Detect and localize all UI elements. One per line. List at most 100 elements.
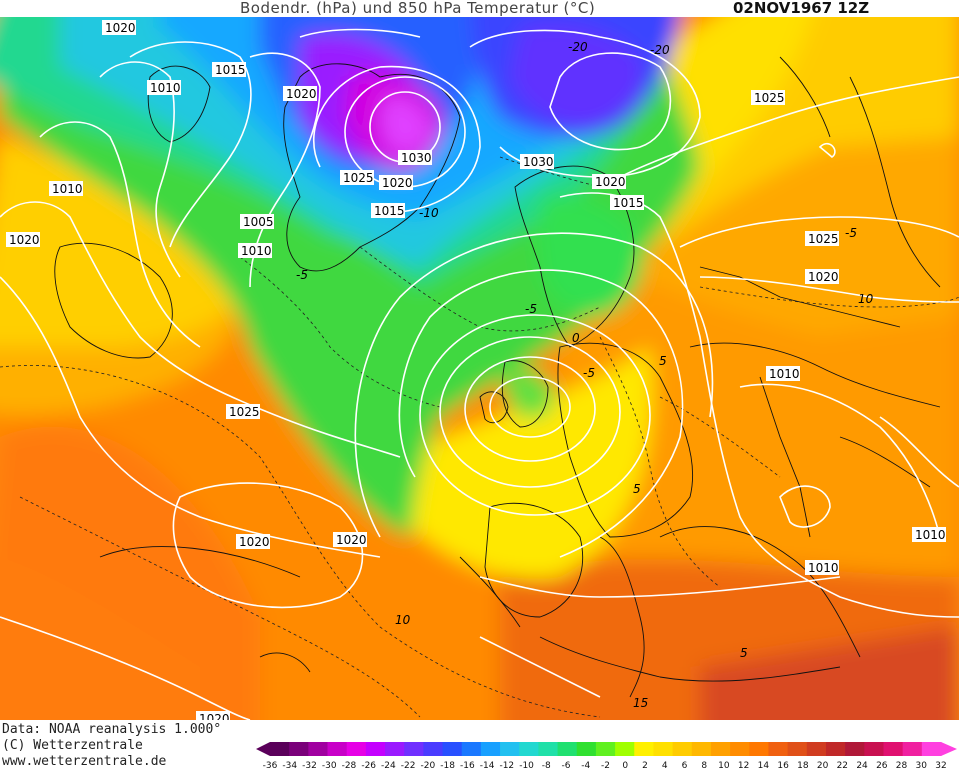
- legend-swatch: [768, 742, 789, 756]
- legend-swatch: [615, 742, 635, 756]
- legend-swatch: [691, 742, 712, 756]
- legend-swatch: [480, 742, 501, 756]
- legend-swatch: [634, 742, 654, 756]
- temperature-label: 0: [572, 331, 580, 345]
- legend-tick-label: 16: [777, 761, 789, 770]
- legend-tick-label: -14: [480, 761, 495, 770]
- legend-tick-label: -28: [342, 761, 357, 770]
- pressure-label: 1010: [238, 243, 272, 258]
- legend-swatch: [500, 742, 520, 756]
- svg-text:1010: 1010: [150, 81, 181, 95]
- pressure-label: 1015: [371, 203, 405, 218]
- credits: Data: NOAA reanalysis 1.000° (C) Wetterz…: [2, 722, 221, 770]
- pressure-label: 1025: [226, 404, 260, 419]
- data-source-text: Data: NOAA reanalysis 1.000°: [2, 722, 222, 737]
- legend-swatch: [921, 742, 942, 756]
- legend-tick-label: -12: [499, 761, 514, 770]
- legend-tick-label: 24: [856, 761, 868, 770]
- pressure-label: 1020: [196, 711, 230, 720]
- svg-text:1020: 1020: [105, 21, 136, 35]
- svg-text:1015: 1015: [215, 63, 246, 77]
- temperature-label: 10: [858, 292, 874, 306]
- legend-swatch: [749, 742, 769, 756]
- map-date: 02NOV1967 12Z: [733, 0, 870, 17]
- website-text: www.wetterzentrale.de: [2, 754, 167, 769]
- svg-text:1020: 1020: [808, 270, 839, 284]
- pressure-label: 1020: [283, 86, 317, 101]
- temperature-field: [0, 17, 959, 720]
- legend-tick-label: 8: [701, 761, 707, 770]
- pressure-label: 1025: [340, 170, 374, 185]
- legend-swatch: [710, 742, 731, 756]
- svg-text:1025: 1025: [343, 171, 374, 185]
- pressure-label: 1020: [592, 174, 626, 189]
- pressure-label: 1005: [240, 214, 274, 229]
- legend-arrow-left: [256, 742, 270, 756]
- svg-text:1030: 1030: [523, 155, 554, 169]
- svg-text:1005: 1005: [243, 215, 274, 229]
- isobars: [0, 28, 959, 720]
- legend-swatch: [308, 742, 329, 756]
- legend-tick-label: 12: [738, 761, 749, 770]
- map-footer: Data: NOAA reanalysis 1.000° (C) Wetterz…: [0, 720, 959, 770]
- legend-tick-label: 0: [622, 761, 628, 770]
- legend-swatch: [902, 742, 923, 756]
- coastlines: [54, 56, 941, 698]
- svg-text:1020: 1020: [199, 712, 230, 720]
- temperature-label: -20: [568, 40, 588, 54]
- legend-tick-label: -2: [601, 761, 610, 770]
- legend-tick-label: 22: [837, 761, 848, 770]
- pressure-label: 1030: [520, 154, 554, 169]
- svg-text:1025: 1025: [808, 232, 839, 246]
- legend-swatch: [557, 742, 578, 756]
- temperature-label: 5: [659, 354, 667, 368]
- svg-text:1015: 1015: [613, 196, 644, 210]
- pressure-label: 1010: [766, 366, 800, 381]
- legend-swatch: [595, 742, 616, 756]
- legend-tick-label: -32: [302, 761, 317, 770]
- legend-swatch: [270, 742, 290, 756]
- temperature-color-legend: -36 -34 -32 -30 -28 -26 -24 -22 -20 -18 -16 -14 -12-…: [256, 742, 957, 770]
- legend-tick-label: -30: [322, 761, 337, 770]
- legend-swatch: [730, 742, 750, 756]
- svg-text:1010: 1010: [808, 561, 839, 575]
- svg-text:1020: 1020: [336, 533, 367, 547]
- svg-text:1025: 1025: [229, 405, 260, 419]
- legend-tick-label: -16: [460, 761, 475, 770]
- pressure-label: 1020: [805, 269, 839, 284]
- svg-text:1010: 1010: [52, 182, 83, 196]
- legend-tick-label: 2: [642, 761, 648, 770]
- svg-text:1020: 1020: [286, 87, 317, 101]
- pressure-label: 1020: [102, 20, 136, 35]
- legend-tick-label: 10: [718, 761, 730, 770]
- legend-swatch: [404, 742, 424, 756]
- legend-tick-label: 18: [797, 761, 809, 770]
- legend-tick-label: -4: [581, 761, 590, 770]
- legend-tick-label: 4: [662, 761, 668, 770]
- svg-text:1020: 1020: [9, 233, 40, 247]
- legend-swatch: [519, 742, 539, 756]
- legend-swatch: [883, 742, 904, 756]
- legend-tick-label: -24: [381, 761, 396, 770]
- map-title: Bodendr. (hPa) und 850 hPa Temperatur (°…: [240, 0, 596, 17]
- pressure-label: 1010: [805, 560, 839, 575]
- legend-tick-label: -6: [562, 761, 571, 770]
- legend-tick-label: -22: [401, 761, 416, 770]
- svg-text:1010: 1010: [769, 367, 800, 381]
- legend-swatch: [442, 742, 463, 756]
- legend-tick-label: -36: [263, 761, 278, 770]
- pressure-label: 1020: [379, 175, 413, 190]
- pressure-label: 1010: [49, 181, 83, 196]
- svg-text:1025: 1025: [754, 91, 785, 105]
- pressure-label: 1015: [610, 195, 644, 210]
- legend-tick-label: 20: [817, 761, 829, 770]
- legend-swatch: [461, 742, 482, 756]
- svg-text:1015: 1015: [374, 204, 405, 218]
- legend-swatch: [327, 742, 348, 756]
- legend-tick-label: 30: [916, 761, 928, 770]
- temperature-label: 15: [633, 696, 648, 710]
- legend-swatch: [806, 742, 827, 756]
- weather-map: 1020 1015 1010 1020 1010 1025 1020 1015 …: [0, 17, 959, 720]
- legend-tick-labels: -36 -34 -32 -30 -28 -26 -24 -22 -20 -18 -16 -14 -12-…: [263, 761, 947, 770]
- legend-tick-label: 26: [876, 761, 888, 770]
